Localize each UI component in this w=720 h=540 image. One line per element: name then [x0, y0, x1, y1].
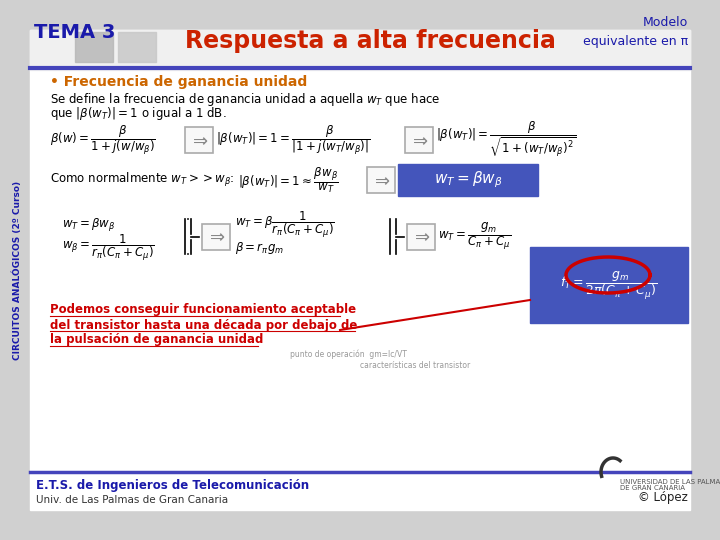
Bar: [118, 32, 156, 62]
Text: © López: © López: [638, 491, 688, 504]
Text: $w_T=\beta w_{\beta}$: $w_T=\beta w_{\beta}$: [433, 170, 503, 190]
Text: punto de operación  gm=Ic/VT: punto de operación gm=Ic/VT: [290, 349, 407, 359]
Text: $\beta=r_{\pi}g_m$: $\beta=r_{\pi}g_m$: [235, 240, 284, 256]
Text: $\Rightarrow$: $\Rightarrow$: [371, 171, 391, 189]
Text: $\Rightarrow$: $\Rightarrow$: [411, 227, 431, 246]
Text: Como normalmente $w_T>>w_{\beta}$:: Como normalmente $w_T>>w_{\beta}$:: [50, 171, 235, 189]
Text: la pulsación de ganancia unidad: la pulsación de ganancia unidad: [50, 334, 264, 347]
Text: $|\beta(w_T)|=1=\dfrac{\beta}{|1+j(w_T/w_{\beta})|}$: $|\beta(w_T)|=1=\dfrac{\beta}{|1+j(w_T/w…: [216, 123, 370, 157]
Text: Respuesta a alta frecuencia: Respuesta a alta frecuencia: [184, 29, 555, 53]
Text: $w_T=\beta\dfrac{1}{r_{\pi}(C_{\pi}+C_{\mu})}$: $w_T=\beta\dfrac{1}{r_{\pi}(C_{\pi}+C_{\…: [235, 210, 335, 240]
Text: • Frecuencia de ganancia unidad: • Frecuencia de ganancia unidad: [50, 75, 307, 89]
Text: Se define la frecuencia de ganancia unidad a aquella $w_T$ que hace: Se define la frecuencia de ganancia unid…: [50, 91, 441, 109]
Text: $|\beta(w_T)|=\dfrac{\beta}{\sqrt{1+(w_T/w_{\beta})^2}}$: $|\beta(w_T)|=\dfrac{\beta}{\sqrt{1+(w_T…: [436, 120, 576, 160]
Bar: [75, 32, 113, 62]
Bar: [530, 247, 688, 323]
Text: que $|\beta(w_T)|=1$ o igual a 1 dB.: que $|\beta(w_T)|=1$ o igual a 1 dB.: [50, 105, 227, 122]
Text: $w_{\beta}=\dfrac{1}{r_{\pi}(C_{\pi}+C_{\mu})}$: $w_{\beta}=\dfrac{1}{r_{\pi}(C_{\pi}+C_{…: [62, 233, 155, 264]
Text: UNIVERSIDAD DE LAS PALMAS
DE GRAN CANARIA: UNIVERSIDAD DE LAS PALMAS DE GRAN CANARI…: [620, 478, 720, 491]
Text: E.T.S. de Ingenieros de Telecomunicación: E.T.S. de Ingenieros de Telecomunicación: [36, 478, 309, 491]
Text: $\Rightarrow$: $\Rightarrow$: [206, 227, 226, 246]
Text: CIRCUITOS ANALÓGICOS (2º Curso): CIRCUITOS ANALÓGICOS (2º Curso): [12, 180, 22, 360]
Text: $w_T=\dfrac{g_m}{C_{\pi}+C_{\mu}}$: $w_T=\dfrac{g_m}{C_{\pi}+C_{\mu}}$: [438, 221, 511, 252]
Text: $|\beta(w_T)|=1\approx\dfrac{\beta w_{\beta}}{w_T}$: $|\beta(w_T)|=1\approx\dfrac{\beta w_{\b…: [238, 165, 338, 195]
Text: $w_T=\beta w_{\beta}$: $w_T=\beta w_{\beta}$: [62, 217, 115, 233]
Text: $\beta(w)=\dfrac{\beta}{1+j(w/w_{\beta})}$: $\beta(w)=\dfrac{\beta}{1+j(w/w_{\beta})…: [50, 123, 156, 157]
Bar: [30, 30, 690, 70]
Text: Univ. de Las Palmas de Gran Canaria: Univ. de Las Palmas de Gran Canaria: [36, 495, 228, 505]
Text: $\Rightarrow$: $\Rightarrow$: [409, 131, 429, 149]
Text: $f_T=\dfrac{g_m}{2\pi(C_{\pi}+C_{\mu})}$: $f_T=\dfrac{g_m}{2\pi(C_{\pi}+C_{\mu})}$: [560, 269, 657, 301]
Text: Modelo
equivalente en π: Modelo equivalente en π: [583, 17, 688, 48]
FancyBboxPatch shape: [407, 224, 435, 249]
Bar: [30, 30, 690, 510]
Bar: [398, 164, 538, 196]
Text: $\Rightarrow$: $\Rightarrow$: [189, 131, 209, 149]
Text: del transistor hasta una década por debajo de: del transistor hasta una década por deba…: [50, 319, 357, 332]
Text: características del transistor: características del transistor: [360, 361, 470, 369]
Text: TEMA 3: TEMA 3: [34, 23, 115, 42]
Text: Podemos conseguir funcionamiento aceptable: Podemos conseguir funcionamiento aceptab…: [50, 303, 356, 316]
FancyBboxPatch shape: [202, 224, 230, 249]
FancyBboxPatch shape: [405, 127, 433, 153]
FancyBboxPatch shape: [185, 127, 213, 153]
FancyBboxPatch shape: [367, 167, 395, 193]
